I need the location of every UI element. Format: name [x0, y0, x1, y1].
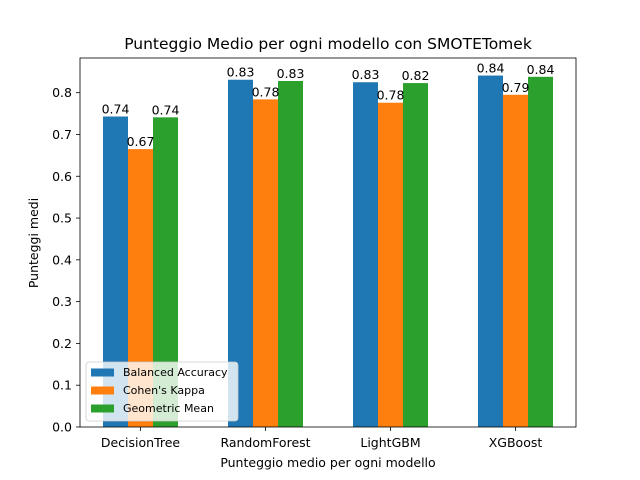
data-label: 0.78	[377, 88, 405, 103]
legend: Balanced Accuracy Cohen's Kappa Geometric …	[85, 361, 239, 422]
x-tick-label: XGBoost	[489, 435, 543, 450]
plot-area-frame	[79, 57, 577, 428]
chart-title: Punteggio Medio per ogni modello con SMO…	[124, 35, 532, 53]
bar	[278, 80, 303, 428]
x-axis-label: Punteggio medio per ogni modello	[220, 455, 435, 470]
legend-label: Balanced Accuracy	[123, 366, 228, 379]
bar	[353, 82, 378, 427]
y-tick-label: 0.4	[52, 252, 72, 267]
bar	[378, 102, 403, 428]
y-tick-label: 0.8	[52, 85, 72, 100]
bar	[403, 83, 428, 428]
legend-swatch	[91, 368, 114, 377]
y-tick-label: 0.1	[52, 378, 72, 393]
x-tick-label: DecisionTree	[101, 435, 181, 450]
y-tick-label: 0.6	[52, 169, 72, 184]
data-label: 0.78	[252, 84, 280, 99]
x-tick-label: RandomForest	[220, 435, 310, 450]
y-axis-label: Punteggi medi	[26, 198, 41, 288]
legend-box	[85, 361, 239, 422]
data-label: 0.79	[502, 80, 530, 95]
y-tick-label: 0.2	[52, 336, 72, 351]
data-labels-group: 0.74 0.83 0.83 0.84 0.67 0.78 0.78 0.79 0.74 0.83…	[102, 61, 555, 150]
y-tick-label: 0.3	[52, 294, 72, 309]
y-tick-label: 0.7	[52, 127, 72, 142]
data-label: 0.82	[402, 68, 430, 83]
legend-label: Geometric Mean	[123, 402, 214, 415]
data-label: 0.67	[127, 134, 155, 149]
data-label: 0.83	[352, 67, 380, 82]
data-label: 0.83	[277, 66, 305, 81]
bar	[528, 76, 553, 427]
bars-group	[103, 75, 553, 428]
y-axis: 0.0 0.1 0.2 0.3 0.4 0.5 0.6 0.7 0.8	[52, 85, 80, 435]
x-axis: DecisionTree RandomForest LightGBM XGBoost	[101, 427, 542, 450]
legend-label: Cohen's Kappa	[123, 384, 205, 397]
bar	[503, 94, 528, 428]
bar	[478, 75, 503, 428]
y-tick-label: 0.0	[52, 420, 72, 435]
bar	[253, 99, 278, 427]
data-label: 0.74	[152, 102, 180, 117]
data-label: 0.84	[477, 61, 505, 76]
legend-swatch	[91, 404, 114, 413]
data-label: 0.74	[102, 102, 130, 117]
data-label: 0.84	[527, 62, 555, 77]
legend-swatch	[91, 386, 114, 395]
y-tick-label: 0.5	[52, 211, 72, 226]
data-label: 0.83	[227, 65, 255, 80]
x-tick-label: LightGBM	[360, 435, 420, 450]
